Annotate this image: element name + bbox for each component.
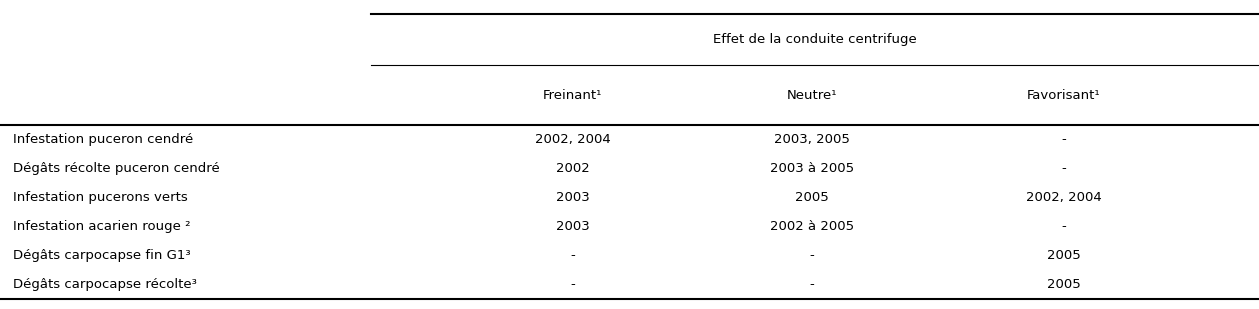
Text: 2002, 2004: 2002, 2004 xyxy=(1026,191,1102,204)
Text: 2002, 2004: 2002, 2004 xyxy=(535,133,611,146)
Text: 2002: 2002 xyxy=(556,162,589,175)
Text: 2003 à 2005: 2003 à 2005 xyxy=(771,162,854,175)
Text: Favorisant¹: Favorisant¹ xyxy=(1027,88,1100,102)
Text: 2003: 2003 xyxy=(556,191,589,204)
Text: -: - xyxy=(1061,162,1066,175)
Text: Neutre¹: Neutre¹ xyxy=(787,88,837,102)
Text: Dégâts carpocapse fin G1³: Dégâts carpocapse fin G1³ xyxy=(13,249,190,262)
Text: Dégâts carpocapse récolte³: Dégâts carpocapse récolte³ xyxy=(13,278,196,291)
Text: 2005: 2005 xyxy=(1047,278,1080,291)
Text: -: - xyxy=(570,278,575,291)
Text: -: - xyxy=(1061,220,1066,233)
Text: Infestation acarien rouge ²: Infestation acarien rouge ² xyxy=(13,220,190,233)
Text: Freinant¹: Freinant¹ xyxy=(543,88,603,102)
Text: 2003, 2005: 2003, 2005 xyxy=(774,133,850,146)
Text: -: - xyxy=(570,249,575,262)
Text: -: - xyxy=(810,278,815,291)
Text: Effet de la conduite centrifuge: Effet de la conduite centrifuge xyxy=(714,33,917,46)
Text: 2005: 2005 xyxy=(1047,249,1080,262)
Text: 2003: 2003 xyxy=(556,220,589,233)
Text: -: - xyxy=(810,249,815,262)
Text: 2002 à 2005: 2002 à 2005 xyxy=(771,220,854,233)
Text: Infestation pucerons verts: Infestation pucerons verts xyxy=(13,191,188,204)
Text: Dégâts récolte puceron cendré: Dégâts récolte puceron cendré xyxy=(13,162,219,175)
Text: -: - xyxy=(1061,133,1066,146)
Text: 2005: 2005 xyxy=(796,191,828,204)
Text: Infestation puceron cendré: Infestation puceron cendré xyxy=(13,133,193,146)
